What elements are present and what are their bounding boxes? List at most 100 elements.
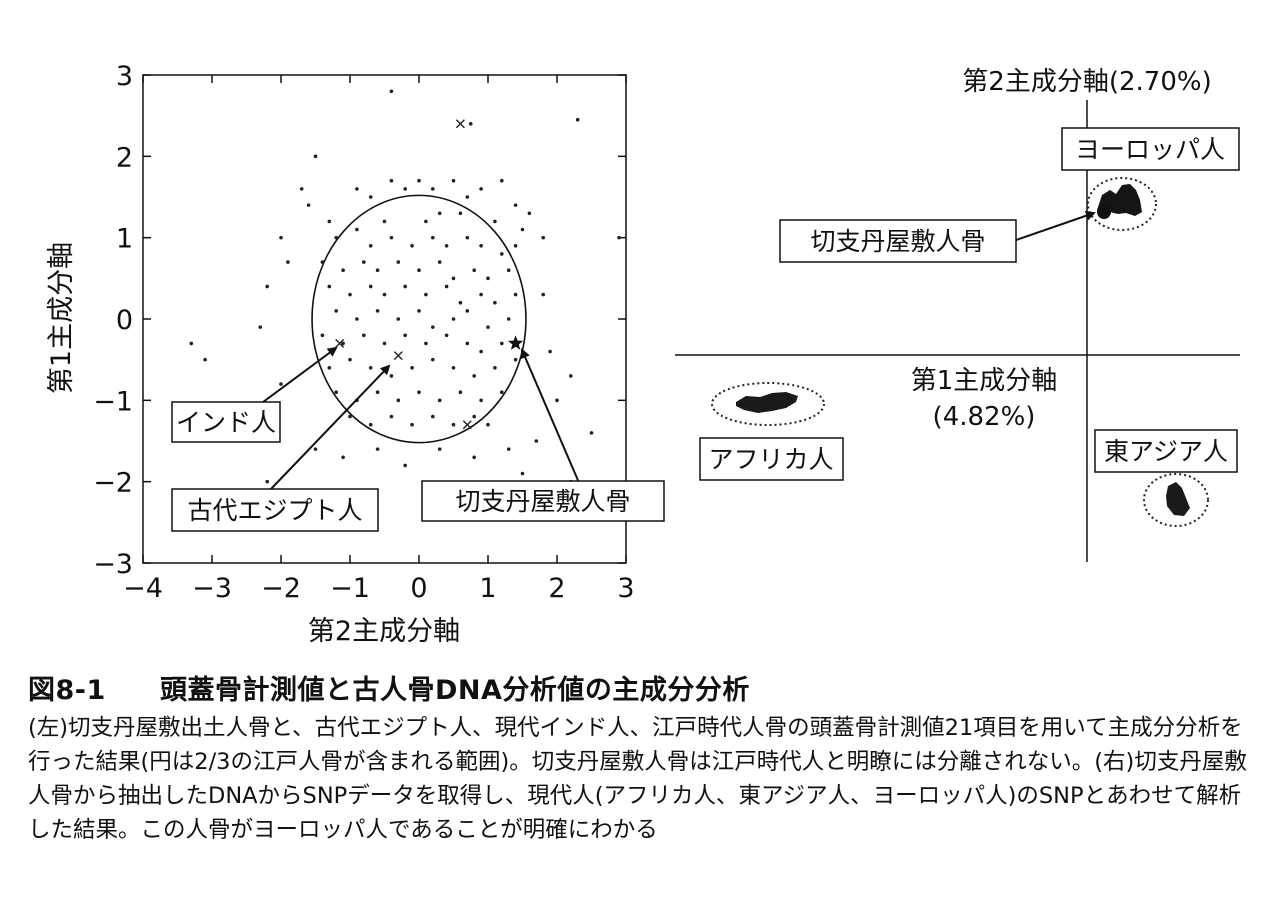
data-point <box>375 447 380 451</box>
data-point <box>334 235 339 240</box>
data-point <box>189 341 194 346</box>
data-point <box>541 235 545 240</box>
right-pca-panel: 第2主成分軸(2.70%) 第1主成分軸 (4.82%) ヨーロッパ人 切支丹屋… <box>675 67 1240 562</box>
data-point <box>313 154 318 159</box>
data-point <box>396 317 401 321</box>
data-point <box>548 349 552 354</box>
data-point <box>265 479 270 484</box>
figure-number: 図8-1 <box>28 675 106 706</box>
data-point <box>486 325 490 329</box>
y-tick-label: 1 <box>116 224 133 255</box>
data-point <box>279 235 283 240</box>
data-point <box>451 366 456 370</box>
label-india: インド人 <box>176 408 276 437</box>
data-point <box>431 414 435 419</box>
x-marker-point <box>455 119 465 129</box>
data-point <box>334 390 339 395</box>
arrow-india <box>254 346 338 409</box>
data-point <box>382 341 387 346</box>
data-point <box>506 317 511 321</box>
data-point <box>458 390 463 395</box>
right-x-axis-percent: (4.82%) <box>933 402 1036 432</box>
data-point <box>417 178 421 183</box>
data-point <box>479 292 483 297</box>
x-tick-label: 0 <box>410 573 427 604</box>
data-point <box>355 317 359 321</box>
data-point <box>389 414 394 419</box>
x-tick-label: 2 <box>548 573 565 604</box>
data-point <box>458 300 463 305</box>
left-y-axis-label: 第1主成分軸 <box>46 242 77 394</box>
data-point <box>341 341 345 346</box>
caption-title: 頭蓋骨計測値と古人骨DNA分析値の主成分分析 <box>160 675 750 706</box>
figure-caption: 図8-1 頭蓋骨計測値と古人骨DNA分析値の主成分分析 (左)切支丹屋敷出土人骨と… <box>28 668 1258 847</box>
data-point <box>465 309 470 313</box>
x-stroke <box>393 351 403 361</box>
data-point <box>382 292 387 297</box>
data-point <box>279 382 283 386</box>
label-box-india <box>171 401 281 443</box>
data-point <box>403 187 408 191</box>
data-point <box>410 244 414 248</box>
x-tick-label: 3 <box>617 573 634 604</box>
data-point <box>424 341 428 346</box>
data-point <box>437 211 442 216</box>
data-point <box>479 349 483 354</box>
star-point <box>507 335 524 350</box>
data-point <box>444 333 449 338</box>
data-point <box>368 195 373 199</box>
data-point <box>479 398 483 403</box>
data-point <box>327 219 332 224</box>
x-tick-label: −1 <box>330 573 370 604</box>
data-point <box>258 325 263 329</box>
data-point <box>465 341 470 346</box>
label-kirishitan-right: 切支丹屋敷人骨 <box>810 227 985 256</box>
data-point <box>486 276 490 281</box>
data-point <box>513 203 518 207</box>
data-point <box>375 268 380 273</box>
data-point <box>417 268 421 273</box>
data-point <box>493 366 497 370</box>
data-point <box>286 260 290 264</box>
data-point <box>472 374 477 378</box>
data-point <box>479 187 483 191</box>
right-y-axis-label: 第2主成分軸(2.70%) <box>962 67 1211 97</box>
data-point <box>341 268 345 273</box>
data-point <box>368 366 373 370</box>
x-tick-label: −3 <box>192 573 232 604</box>
label-ancient-egyptian: 古代エジプト人 <box>187 496 362 525</box>
label-europe: ヨーロッパ人 <box>1075 135 1225 164</box>
y-tick-label: −3 <box>93 549 133 580</box>
data-point <box>403 284 408 289</box>
data-point <box>472 455 477 460</box>
arrow-kirishitan-left <box>520 348 581 486</box>
data-point <box>500 252 504 256</box>
label-kirishitan-left: 切支丹屋敷人骨 <box>455 487 630 516</box>
africa-cluster <box>736 392 798 413</box>
data-point <box>520 471 525 476</box>
data-point <box>417 390 421 395</box>
data-point <box>389 235 394 240</box>
data-point <box>444 244 449 248</box>
data-point <box>451 422 456 427</box>
data-point <box>472 268 477 273</box>
data-point <box>451 317 456 321</box>
data-point <box>431 357 435 362</box>
data-point <box>375 390 380 395</box>
y-tick-label: 0 <box>116 305 133 336</box>
africa-cluster-boundary <box>711 382 825 426</box>
data-point <box>348 292 352 297</box>
data-point <box>341 455 345 460</box>
data-point <box>410 366 414 370</box>
data-point <box>513 292 518 297</box>
data-point <box>306 203 311 207</box>
data-point <box>320 333 325 338</box>
data-point <box>203 357 207 362</box>
data-point <box>320 260 325 264</box>
data-point <box>431 235 435 240</box>
data-point <box>382 219 387 224</box>
data-point <box>348 357 352 362</box>
east-asia-cluster <box>1166 482 1190 516</box>
